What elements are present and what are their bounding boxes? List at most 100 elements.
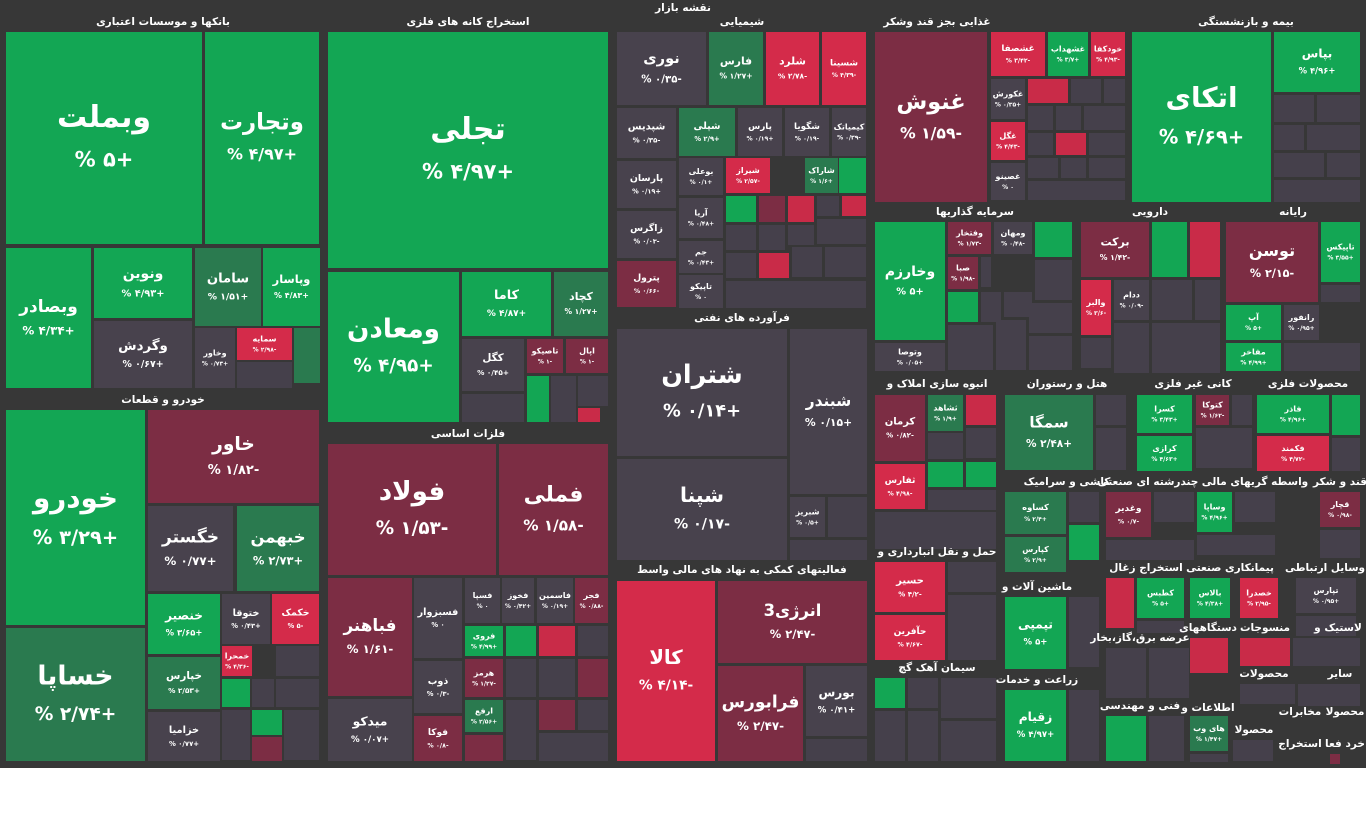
stock-tile[interactable] [1196,395,1229,425]
stock-tile[interactable] [263,248,320,326]
stock-tile[interactable] [617,329,787,456]
stock-tile[interactable] [148,594,220,654]
stock-tile[interactable] [575,578,608,623]
stock-tile[interactable] [822,32,866,105]
stock-tile[interactable] [6,248,91,388]
stock-tile[interactable] [272,594,319,644]
stock-tile[interactable] [237,328,292,360]
stock-tile[interactable] [790,497,825,537]
stock-tile[interactable] [1274,32,1360,92]
stock-tile[interactable] [1106,492,1151,537]
stock-tile[interactable] [1240,578,1278,618]
stock-tile[interactable] [222,594,270,644]
stock-tile[interactable] [790,329,867,494]
stock-tile[interactable] [566,339,608,373]
stock-tile[interactable] [679,108,735,156]
stock-tile[interactable] [1197,492,1232,532]
stock-tile[interactable] [6,410,145,625]
stock-tile[interactable] [1005,690,1066,761]
stock-tile[interactable] [679,158,723,195]
stock-tile[interactable] [679,241,723,273]
stock-tile[interactable] [726,158,770,193]
stock-tile[interactable] [328,578,412,696]
stock-tile[interactable] [718,666,803,761]
stock-tile[interactable] [414,578,462,658]
stock-tile[interactable] [1284,305,1319,340]
stock-tile[interactable] [205,32,319,244]
stock-tile[interactable] [832,108,866,156]
stock-tile[interactable] [465,659,503,697]
stock-tile[interactable] [462,272,551,336]
stock-tile[interactable] [462,339,524,391]
stock-tile[interactable] [1005,395,1093,470]
stock-tile[interactable] [617,108,676,158]
stock-tile[interactable] [928,395,963,431]
stock-tile[interactable] [766,32,819,105]
stock-tile[interactable] [994,222,1032,254]
stock-tile[interactable] [679,275,723,308]
stock-tile[interactable] [948,222,991,254]
stock-tile[interactable] [1226,222,1318,302]
stock-tile[interactable] [1005,492,1066,534]
stock-tile[interactable] [502,578,534,623]
stock-tile[interactable] [465,578,500,623]
stock-tile[interactable] [414,716,462,761]
stock-tile[interactable] [1005,597,1066,669]
stock-tile[interactable] [537,578,573,623]
stock-tile[interactable] [1296,578,1356,613]
stock-tile[interactable] [679,198,723,238]
stock-tile[interactable] [991,32,1045,76]
stock-tile[interactable] [709,32,763,105]
stock-tile[interactable] [148,712,220,761]
stock-tile[interactable] [195,248,261,326]
stock-tile[interactable] [1320,492,1360,527]
stock-tile[interactable] [875,32,987,202]
stock-tile[interactable] [1005,537,1066,572]
stock-tile[interactable] [617,459,787,560]
stock-tile[interactable] [1137,578,1184,618]
stock-tile[interactable] [948,257,978,289]
stock-tile[interactable] [785,108,829,156]
stock-tile[interactable] [1132,32,1271,202]
stock-tile[interactable] [875,615,945,660]
stock-tile[interactable] [328,32,608,268]
stock-tile[interactable] [875,222,945,340]
stock-tile[interactable] [328,444,496,575]
stock-tile[interactable] [806,666,867,736]
stock-tile[interactable] [738,108,782,156]
stock-tile[interactable] [414,661,462,713]
stock-tile[interactable] [222,646,252,676]
stock-tile[interactable] [991,122,1025,160]
stock-tile[interactable] [1137,395,1192,433]
stock-tile[interactable] [94,248,192,318]
stock-tile[interactable] [875,562,945,612]
stock-tile[interactable] [148,506,233,591]
stock-tile[interactable] [1226,305,1281,340]
stock-tile[interactable] [875,464,925,509]
stock-tile[interactable] [1137,436,1192,471]
stock-tile[interactable] [554,272,608,336]
stock-tile[interactable] [991,163,1025,200]
stock-tile[interactable] [617,32,706,105]
stock-tile[interactable] [875,343,945,371]
stock-tile[interactable] [805,158,838,193]
stock-tile[interactable] [1321,222,1360,282]
stock-tile[interactable] [617,211,676,258]
stock-tile[interactable] [1091,32,1125,76]
stock-tile[interactable] [148,410,319,503]
stock-tile[interactable] [1257,436,1329,471]
stock-tile[interactable] [465,700,503,732]
stock-tile[interactable] [1114,280,1149,320]
stock-tile[interactable] [527,339,563,373]
stock-tile[interactable] [499,444,608,575]
stock-tile[interactable] [1226,343,1281,371]
stock-tile[interactable] [875,395,925,461]
stock-tile[interactable] [94,321,192,388]
stock-tile[interactable] [195,328,235,388]
stock-tile[interactable] [1190,578,1230,618]
stock-tile[interactable] [6,628,145,761]
stock-tile[interactable] [718,581,867,663]
stock-tile[interactable] [148,657,220,709]
stock-tile[interactable] [617,261,676,307]
stock-tile[interactable] [328,699,412,761]
